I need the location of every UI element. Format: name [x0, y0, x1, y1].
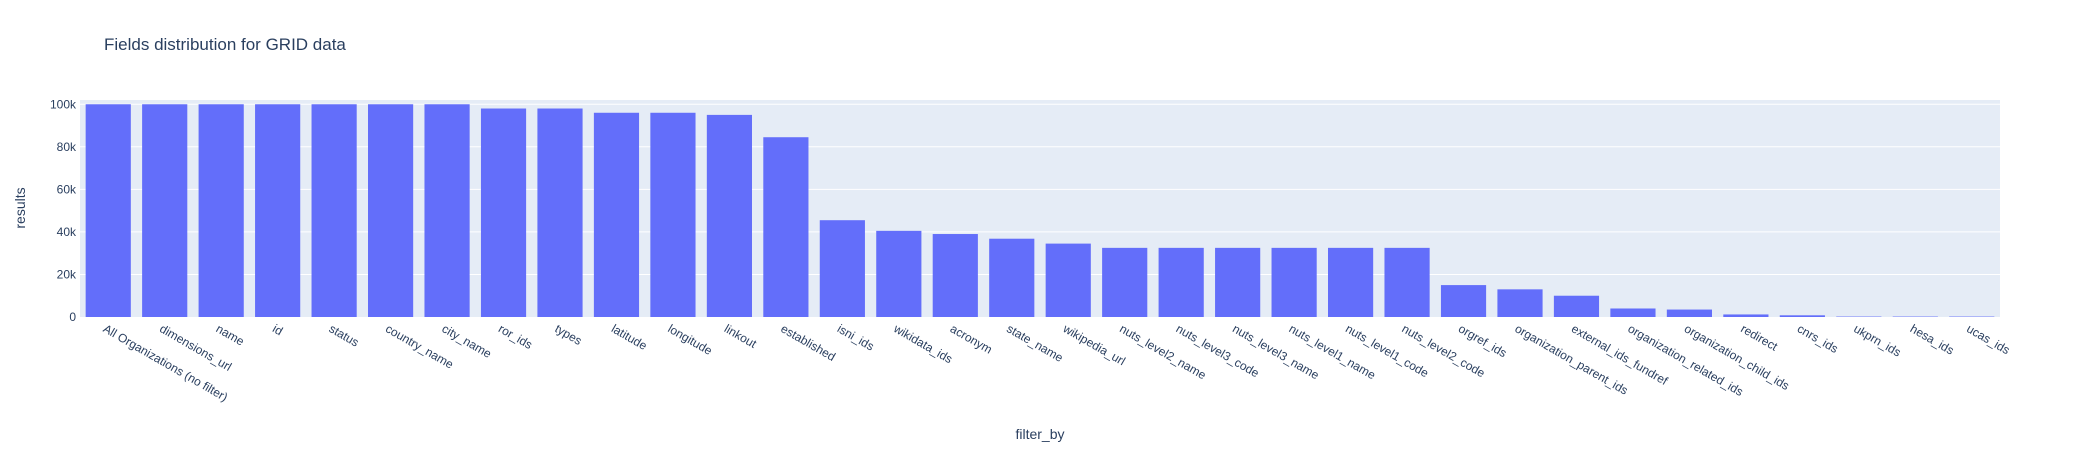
bar-all-organizations-no-filter-[interactable] — [85, 104, 131, 317]
y-tick-label: 80k — [57, 140, 77, 154]
bar-latitude[interactable] — [593, 112, 640, 317]
bar-dimensions-url[interactable] — [142, 104, 188, 317]
x-tick-label: linkout — [722, 321, 760, 351]
y-tick-label: 0 — [69, 310, 76, 324]
bar-orgref-ids[interactable] — [1440, 285, 1487, 317]
bar-name[interactable] — [198, 104, 244, 317]
x-tick-label: state_name — [1004, 321, 1066, 365]
x-tick-label: latitude — [609, 321, 650, 353]
bar-state-name[interactable] — [989, 238, 1035, 317]
y-tick-label: 40k — [57, 225, 77, 239]
bar-organization-child-ids[interactable] — [1666, 309, 1712, 317]
bar-acronym[interactable] — [932, 234, 978, 317]
x-tick-label: hesa_ids — [1908, 321, 1957, 357]
bar-organization-related-ids[interactable] — [1610, 308, 1656, 317]
x-axis-title: filter_by — [1015, 426, 1064, 442]
x-tick-label: status — [327, 321, 362, 349]
bar-established[interactable] — [763, 137, 809, 317]
bar-ror-ids[interactable] — [480, 108, 527, 318]
bar-redirect[interactable] — [1723, 314, 1769, 317]
x-tick-label: ucas_ids — [1964, 321, 2012, 357]
x-tick-label: name — [214, 321, 247, 348]
bar-types[interactable] — [537, 108, 583, 318]
bar-longitude[interactable] — [650, 112, 696, 317]
x-tick-label: isni_ids — [835, 321, 877, 353]
y-tick-label: 20k — [57, 267, 77, 281]
bar-isni-ids[interactable] — [819, 220, 865, 317]
bar-city-name[interactable] — [424, 104, 470, 317]
bar-nuts-level1-code[interactable] — [1328, 247, 1374, 317]
x-tick-label: id — [270, 321, 285, 338]
y-tick-labels: 0 20k 40k 60k 80k 100k — [50, 97, 77, 324]
bar-nuts-level2-name[interactable] — [1102, 247, 1148, 317]
bars — [85, 104, 1995, 318]
chart-title: Fields distribution for GRID data — [104, 35, 346, 54]
x-tick-label: ror_ids — [496, 321, 535, 351]
bar-organization-parent-ids[interactable] — [1497, 289, 1543, 317]
y-tick-label: 60k — [57, 182, 77, 196]
bar-external-ids-fundref[interactable] — [1553, 295, 1600, 317]
bar-nuts-level1-name[interactable] — [1271, 247, 1317, 317]
bar-nuts-level2-code[interactable] — [1384, 247, 1430, 317]
x-tick-label: types — [553, 321, 585, 347]
bar-wikipedia-url[interactable] — [1045, 243, 1091, 317]
y-axis-title: results — [12, 187, 28, 228]
y-tick-label: 100k — [50, 97, 77, 111]
bar-nuts-level3-code[interactable] — [1158, 247, 1204, 317]
bar-country-name[interactable] — [368, 104, 414, 317]
x-tick-labels: All Organizations (no filter)dimensions_… — [101, 321, 2013, 404]
bar-linkout[interactable] — [706, 114, 752, 318]
x-tick-label: acronym — [948, 321, 995, 356]
x-tick-label: longitude — [665, 321, 714, 358]
x-tick-label: wikipedia_url — [1060, 321, 1128, 368]
bar-wikidata-ids[interactable] — [876, 230, 922, 317]
x-tick-label: established — [778, 321, 838, 363]
bar-status[interactable] — [311, 104, 357, 317]
x-tick-label: cnrs_ids — [1795, 321, 1841, 355]
x-tick-label: ukprn_ids — [1851, 321, 1903, 359]
x-tick-label: redirect — [1738, 321, 1780, 353]
bar-nuts-level3-name[interactable] — [1215, 247, 1261, 317]
bar-id[interactable] — [255, 104, 301, 317]
bar-cnrs-ids[interactable] — [1779, 315, 1825, 317]
x-tick-label: wikidata_ids — [890, 321, 954, 366]
